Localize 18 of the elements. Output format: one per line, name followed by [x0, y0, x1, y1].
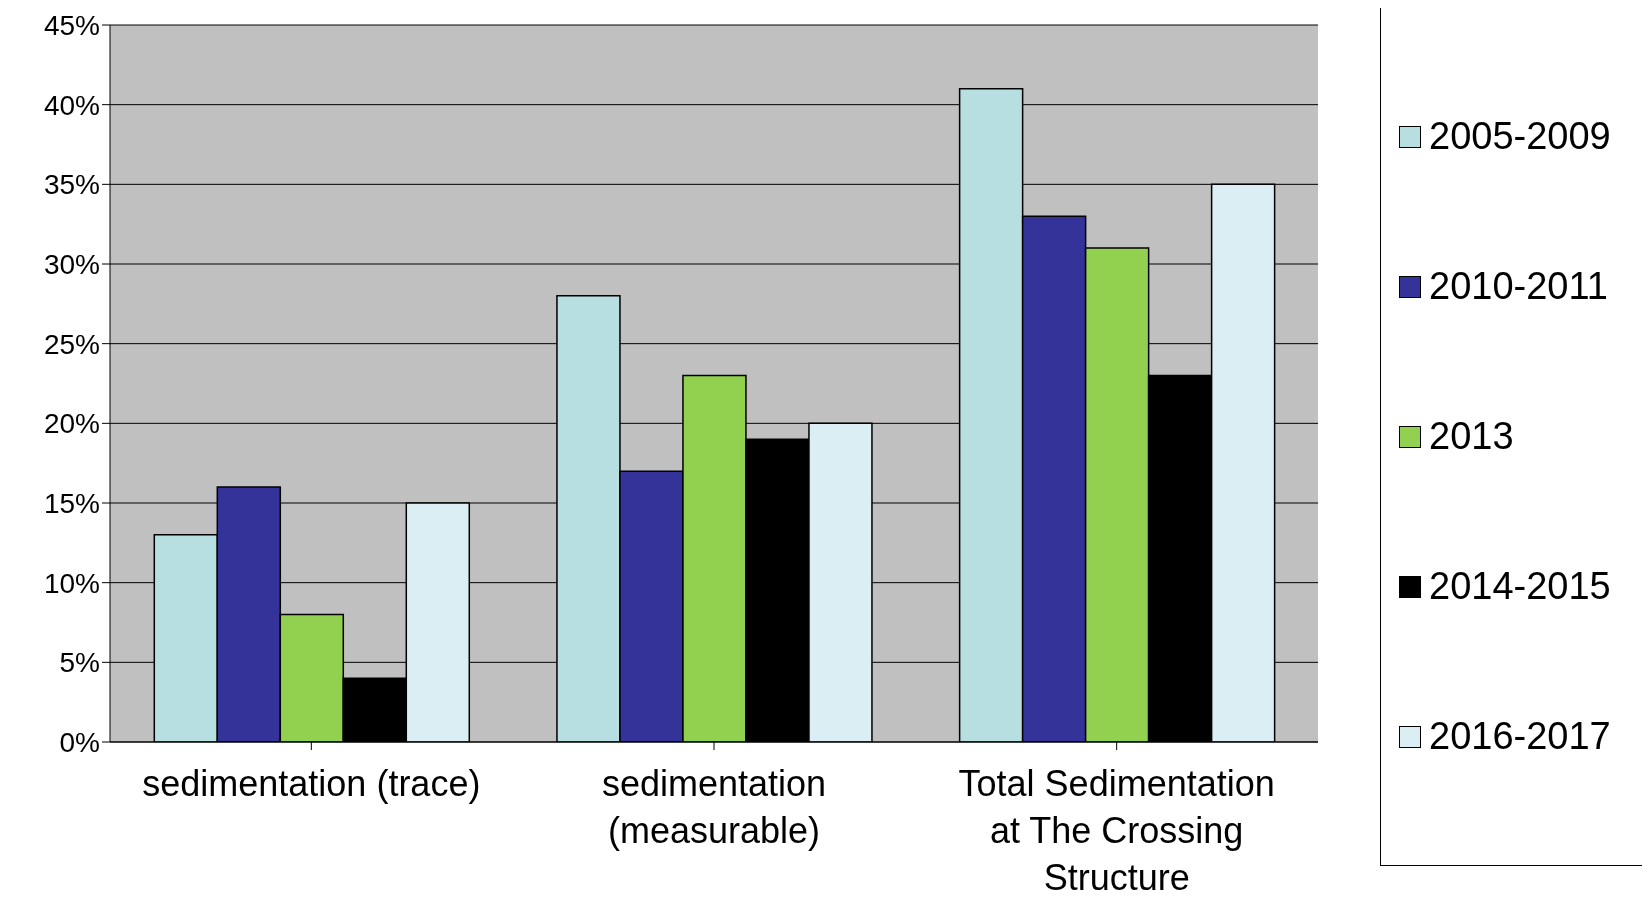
x-tick-label: Total Sedimentation at The Crossing Structure — [958, 763, 1275, 898]
y-tick-label: 10% — [43, 567, 100, 599]
legend-label: 2016-2017 — [1429, 715, 1611, 758]
y-tick-label: 0% — [59, 726, 100, 758]
legend-label: 2005-2009 — [1429, 115, 1611, 158]
y-tick-label: 5% — [59, 647, 100, 679]
legend-label: 2014-2015 — [1429, 565, 1611, 608]
legend-label: 2010-2011 — [1429, 265, 1608, 308]
y-tick-label: 30% — [43, 248, 100, 280]
y-tick-label: 25% — [43, 328, 100, 360]
y-tick-label: 15% — [43, 487, 100, 519]
x-tick-label: sedimentation (trace) — [142, 763, 481, 804]
y-tick-label: 45% — [43, 9, 100, 41]
y-tick-label: 35% — [43, 169, 100, 201]
legend-label: 2013 — [1429, 415, 1514, 458]
y-tick-label: 20% — [43, 408, 100, 440]
y-tick-label: 40% — [43, 89, 100, 121]
x-tick-label: sedimentation (measurable) — [601, 763, 827, 851]
